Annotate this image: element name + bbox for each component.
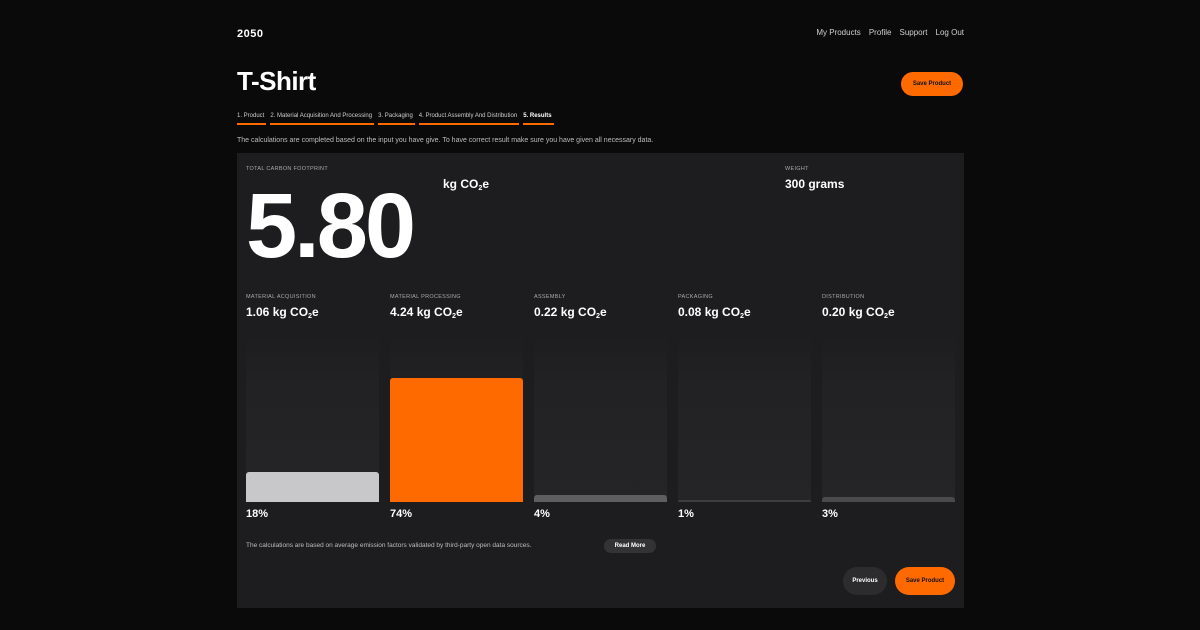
category-distribution: DISTRIBUTION 0.20 kg CO2e 3% xyxy=(822,294,955,524)
save-product-button-bottom[interactable]: Save Product xyxy=(895,567,955,595)
category-label: MATERIAL PROCESSING xyxy=(390,294,461,300)
unit-suffix: e xyxy=(456,305,463,319)
previous-button[interactable]: Previous xyxy=(843,567,887,595)
category-packaging: PACKAGING 0.08 kg CO2e 1% xyxy=(678,294,811,524)
save-product-button-top[interactable]: Save Product xyxy=(901,72,963,96)
category-percent: 1% xyxy=(678,508,694,520)
nav-profile[interactable]: Profile xyxy=(868,28,892,37)
methodology-note: The calculations are based on average em… xyxy=(246,542,532,549)
category-bar-track xyxy=(822,335,955,502)
category-value: 0.22 kg CO2e xyxy=(534,305,607,321)
nav-log-out[interactable]: Log Out xyxy=(935,28,964,37)
category-label: DISTRIBUTION xyxy=(822,294,865,300)
unit-suffix: e xyxy=(312,305,319,319)
nav-support[interactable]: Support xyxy=(899,28,928,37)
category-bar-track xyxy=(390,335,523,502)
step-tab-assembly-distribution[interactable]: 4. Product Assembly And Distribution xyxy=(418,113,520,125)
category-value: 4.24 kg CO2e xyxy=(390,305,463,321)
category-value-text: 0.20 kg CO xyxy=(822,305,885,319)
total-footprint-value: 5.80 xyxy=(246,175,416,277)
weight-value: 300 grams xyxy=(785,177,845,191)
category-value: 0.08 kg CO2e xyxy=(678,305,751,321)
category-bar xyxy=(246,472,379,502)
step-tabs: 1. Product 2. Material Acquisition And P… xyxy=(237,113,554,125)
header: 2050 My Products Profile Support Log Out xyxy=(237,28,964,40)
page-title: T-Shirt xyxy=(237,66,316,96)
category-label: MATERIAL ACQUISITION xyxy=(246,294,316,300)
category-assembly: ASSEMBLY 0.22 kg CO2e 4% xyxy=(534,294,667,524)
unit-subscript: 2 xyxy=(740,311,745,321)
category-value: 1.06 kg CO2e xyxy=(246,305,319,321)
step-tab-material[interactable]: 2. Material Acquisition And Processing xyxy=(270,113,375,125)
category-label: ASSEMBLY xyxy=(534,294,566,300)
category-value: 0.20 kg CO2e xyxy=(822,305,895,321)
unit-suffix: e xyxy=(744,305,751,319)
total-footprint-unit: kg CO2e xyxy=(443,177,490,193)
step-tab-product[interactable]: 1. Product xyxy=(237,113,267,125)
category-bar xyxy=(390,378,523,502)
top-nav: My Products Profile Support Log Out xyxy=(816,28,964,37)
unit-subscript: 2 xyxy=(308,311,313,321)
category-bar-track xyxy=(534,335,667,502)
step-tab-packaging[interactable]: 3. Packaging xyxy=(378,113,415,125)
unit-suffix: e xyxy=(482,177,490,191)
category-breakdown: MATERIAL ACQUISITION 1.06 kg CO2e 18% MA… xyxy=(246,294,955,524)
results-panel: TOTAL CARBON FOOTPRINT 5.80 kg CO2e WEIG… xyxy=(237,153,964,608)
unit-prefix: kg CO xyxy=(443,177,479,191)
category-percent: 18% xyxy=(246,508,269,520)
category-value-text: 4.24 kg CO xyxy=(390,305,453,319)
category-material-processing: MATERIAL PROCESSING 4.24 kg CO2e 74% xyxy=(390,294,523,524)
nav-my-products[interactable]: My Products xyxy=(816,28,861,37)
unit-subscript: 2 xyxy=(884,311,889,321)
category-bar xyxy=(534,495,667,502)
read-more-button[interactable]: Read More xyxy=(604,539,656,553)
logo[interactable]: 2050 xyxy=(237,28,264,40)
category-percent: 3% xyxy=(822,508,838,520)
category-bar-track xyxy=(678,335,811,502)
results-description: The calculations are completed based on … xyxy=(237,137,654,144)
category-value-text: 1.06 kg CO xyxy=(246,305,309,319)
category-value-text: 0.08 kg CO xyxy=(678,305,741,319)
category-bar xyxy=(822,497,955,502)
weight-label: WEIGHT xyxy=(785,166,809,172)
category-label: PACKAGING xyxy=(678,294,713,300)
category-material-acquisition: MATERIAL ACQUISITION 1.06 kg CO2e 18% xyxy=(246,294,379,524)
unit-suffix: e xyxy=(888,305,895,319)
category-bar xyxy=(678,500,811,502)
unit-suffix: e xyxy=(600,305,607,319)
category-bar-track xyxy=(246,335,379,502)
category-percent: 74% xyxy=(390,508,413,520)
category-percent: 4% xyxy=(534,508,550,520)
unit-subscript: 2 xyxy=(478,183,483,193)
total-footprint-label: TOTAL CARBON FOOTPRINT xyxy=(246,166,328,172)
unit-subscript: 2 xyxy=(452,311,457,321)
category-value-text: 0.22 kg CO xyxy=(534,305,597,319)
unit-subscript: 2 xyxy=(596,311,601,321)
step-tab-results[interactable]: 5. Results xyxy=(523,113,554,125)
